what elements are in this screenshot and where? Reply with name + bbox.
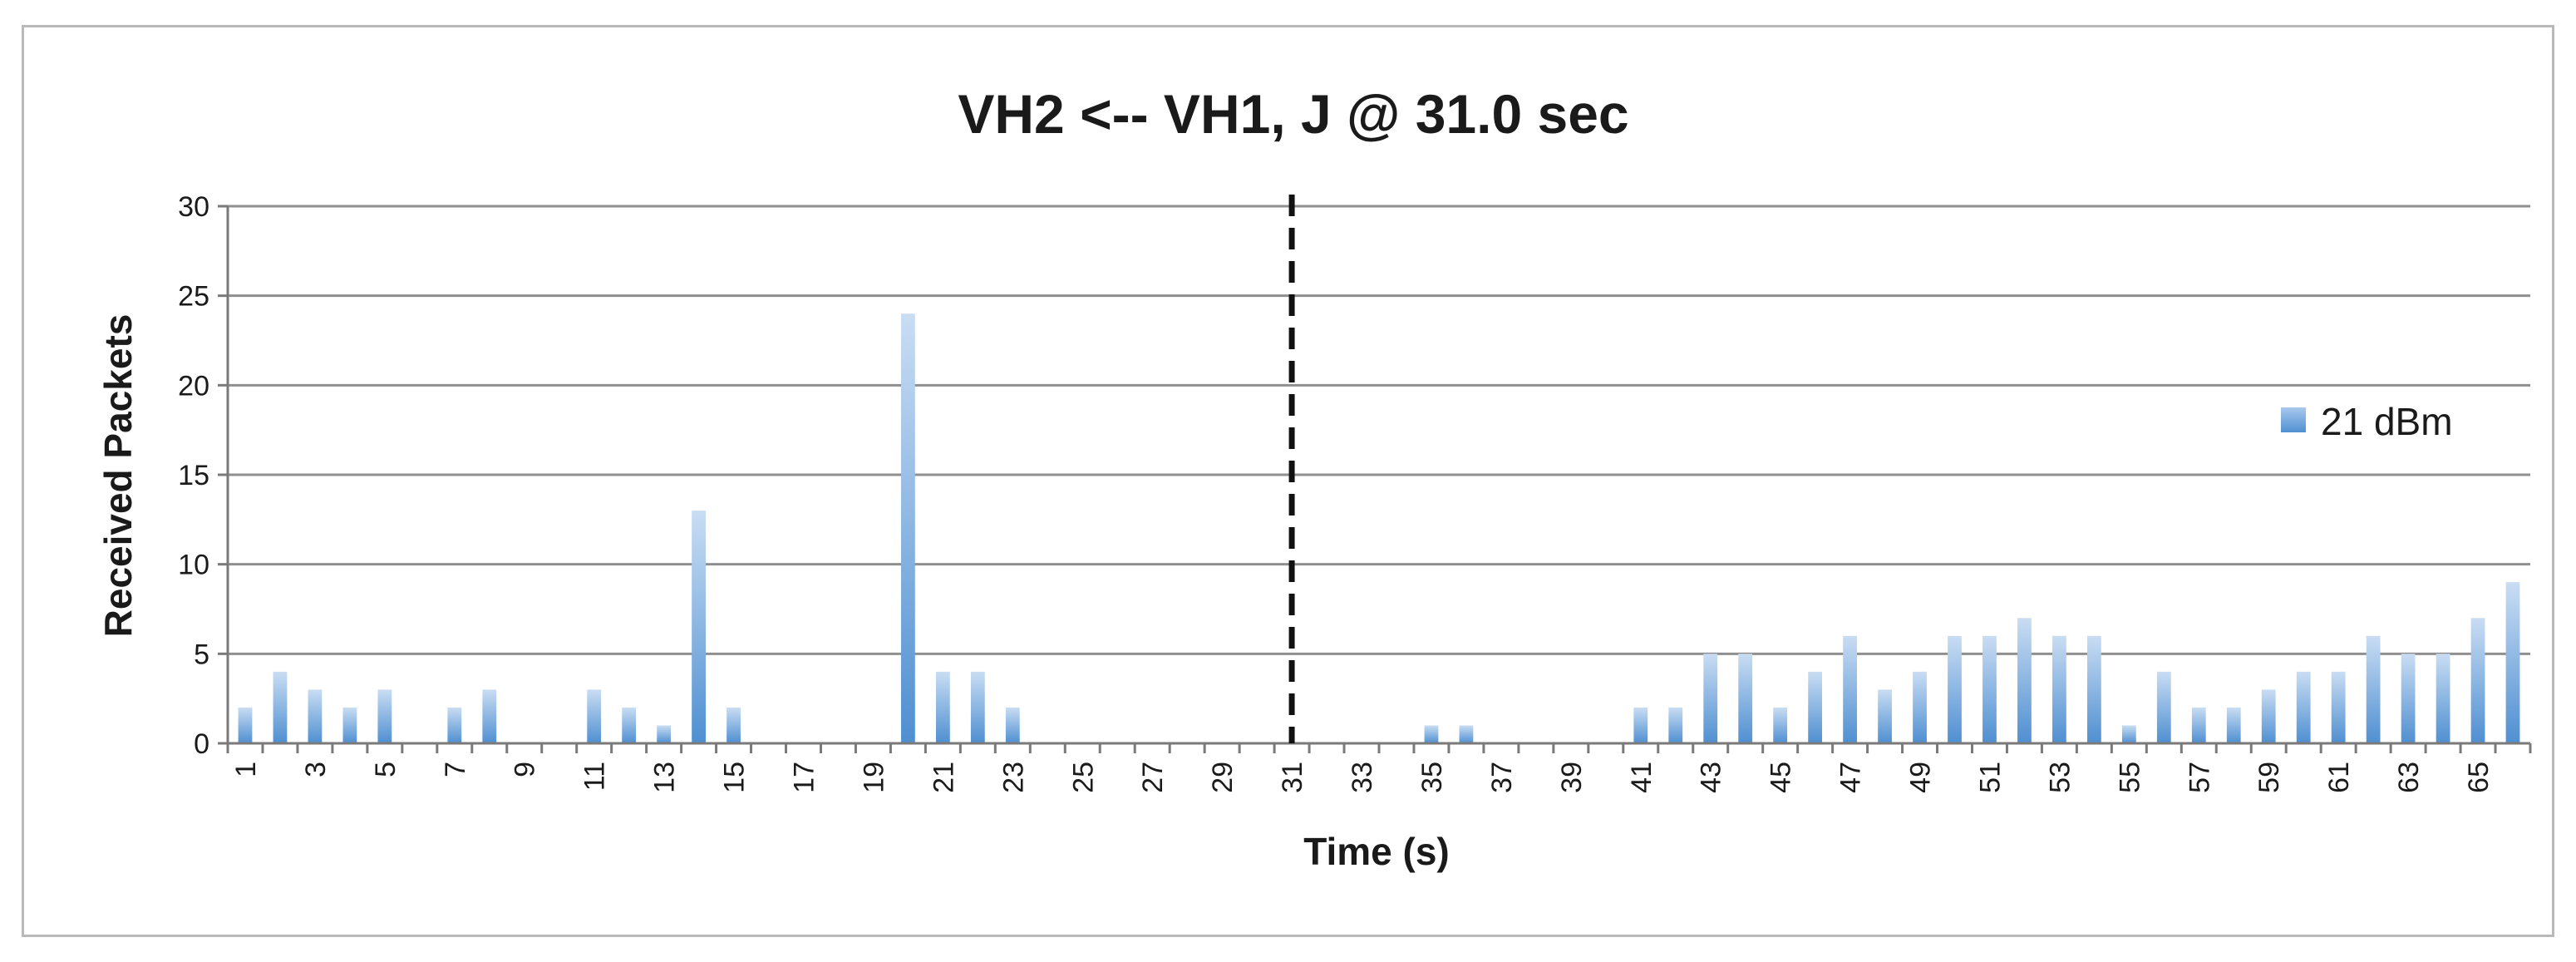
x-tick-label: 21 xyxy=(928,762,959,793)
x-tick-label: 33 xyxy=(1347,762,1378,793)
x-tick-label: 61 xyxy=(2323,762,2355,793)
bar xyxy=(2017,618,2032,743)
bar xyxy=(935,671,950,743)
bar xyxy=(970,671,985,743)
x-tick-label: 11 xyxy=(579,762,611,791)
x-tick-label: 37 xyxy=(1486,762,1518,793)
bar xyxy=(1773,707,1788,743)
x-axis-label: Time (s) xyxy=(1303,830,1450,873)
y-tick-label: 25 xyxy=(178,281,209,313)
bar xyxy=(727,707,741,743)
bar xyxy=(377,689,392,743)
bar xyxy=(1633,707,1648,743)
bar xyxy=(1424,725,1439,743)
x-tick-label: 27 xyxy=(1137,762,1169,793)
x-tick-label: 3 xyxy=(300,762,332,777)
x-tick-label: 55 xyxy=(2114,762,2145,793)
bar xyxy=(447,707,462,743)
bar xyxy=(2505,582,2520,743)
x-tick-label: 29 xyxy=(1207,762,1239,793)
bar xyxy=(342,707,357,743)
bar xyxy=(1843,635,1857,743)
bar xyxy=(2436,654,2450,743)
y-tick-label: 5 xyxy=(194,639,209,670)
x-tick-label: 39 xyxy=(1556,762,1588,793)
bar xyxy=(1913,671,1927,743)
x-tick-label: 19 xyxy=(858,762,889,793)
x-tick-label: 1 xyxy=(230,762,262,777)
y-tick-label: 30 xyxy=(178,191,209,223)
y-axis-label: Received Packets xyxy=(96,314,140,638)
bar xyxy=(1982,635,1997,743)
bar xyxy=(2226,707,2241,743)
x-tick-label: 65 xyxy=(2463,762,2495,793)
y-tick-label: 10 xyxy=(178,550,209,581)
bar xyxy=(587,689,602,743)
bar xyxy=(273,671,288,743)
bar xyxy=(1878,689,1892,743)
x-tick-label: 15 xyxy=(719,762,751,793)
bar xyxy=(1948,635,1962,743)
bar xyxy=(2121,725,2136,743)
bar xyxy=(2401,654,2416,743)
bar xyxy=(1703,654,1718,743)
x-tick-label: 53 xyxy=(2044,762,2076,793)
y-tick-label: 20 xyxy=(178,370,209,402)
bar xyxy=(692,511,706,743)
bar xyxy=(2470,618,2485,743)
bar xyxy=(238,707,253,743)
bar xyxy=(1005,707,1020,743)
x-tick-label: 35 xyxy=(1416,762,1448,793)
chart-frame xyxy=(22,25,2554,937)
x-tick-label: 51 xyxy=(1974,762,2006,793)
bar xyxy=(308,689,323,743)
x-tick-label: 17 xyxy=(789,762,820,793)
x-tick-label: 47 xyxy=(1835,762,1867,793)
x-tick-label: 41 xyxy=(1626,762,1657,793)
x-tick-label: 9 xyxy=(510,762,541,777)
x-tick-label: 13 xyxy=(649,762,681,793)
bar xyxy=(2156,671,2171,743)
legend-label: 21 dBm xyxy=(2321,400,2453,443)
bar xyxy=(657,725,672,743)
x-tick-label: 31 xyxy=(1277,762,1308,793)
grid xyxy=(228,205,2530,655)
x-tick-label: 57 xyxy=(2184,762,2215,793)
bar xyxy=(2086,635,2101,743)
bar xyxy=(1808,671,1823,743)
chart-title: VH2 <-- VH1, J @ 31.0 sec xyxy=(958,83,1628,145)
bar xyxy=(2052,635,2066,743)
bar xyxy=(2261,689,2276,743)
bar xyxy=(482,689,497,743)
bar xyxy=(2191,707,2206,743)
legend-swatch xyxy=(2281,407,2306,432)
x-tick-label: 5 xyxy=(370,762,401,777)
legend: 21 dBm xyxy=(2281,400,2453,443)
x-tick-label: 25 xyxy=(1067,762,1099,793)
bar xyxy=(2366,635,2381,743)
y-tick-label: 15 xyxy=(178,460,209,491)
bar xyxy=(1668,707,1683,743)
bar xyxy=(622,707,637,743)
x-tick-label: 59 xyxy=(2253,762,2285,793)
bars xyxy=(238,313,2520,743)
x-tick-label: 7 xyxy=(440,762,471,777)
x-tick-label: 43 xyxy=(1696,762,1727,793)
x-tick-label: 63 xyxy=(2393,762,2425,793)
bar xyxy=(1738,654,1753,743)
bar xyxy=(1459,725,1474,743)
x-tick-label: 23 xyxy=(997,762,1029,793)
bar xyxy=(2296,671,2311,743)
y-tick-label: 0 xyxy=(194,728,209,760)
bar xyxy=(2331,671,2346,743)
x-tick-label: 45 xyxy=(1766,762,1797,793)
bar xyxy=(901,313,915,743)
x-tick-label: 49 xyxy=(1905,762,1937,793)
